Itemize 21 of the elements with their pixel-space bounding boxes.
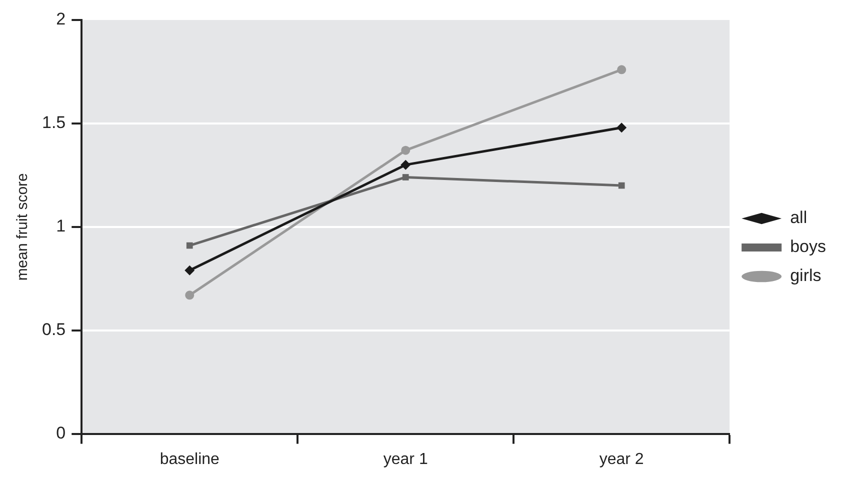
point bbox=[617, 65, 626, 74]
x-tick-label: year 2 bbox=[599, 450, 644, 468]
y-tick-label: 1.5 bbox=[42, 113, 66, 132]
y-tick-label: 2 bbox=[56, 10, 66, 29]
legend-label: girls bbox=[790, 266, 822, 286]
point bbox=[616, 122, 627, 133]
x-tick-label: year 1 bbox=[383, 450, 428, 468]
point bbox=[401, 146, 410, 155]
point bbox=[400, 160, 411, 170]
y-tick-label: 0 bbox=[56, 423, 66, 442]
point bbox=[186, 242, 193, 249]
y-tick-label: 0.5 bbox=[42, 320, 66, 340]
point bbox=[402, 174, 409, 180]
point bbox=[618, 182, 625, 189]
x-tick-label: baseline bbox=[160, 450, 220, 468]
y-tick-label: 1 bbox=[56, 216, 66, 236]
legend-label: all bbox=[790, 208, 808, 228]
y-axis-title: mean fruit score bbox=[14, 173, 32, 281]
legend-label: boys bbox=[790, 237, 826, 256]
point bbox=[185, 290, 194, 300]
point bbox=[184, 265, 195, 276]
